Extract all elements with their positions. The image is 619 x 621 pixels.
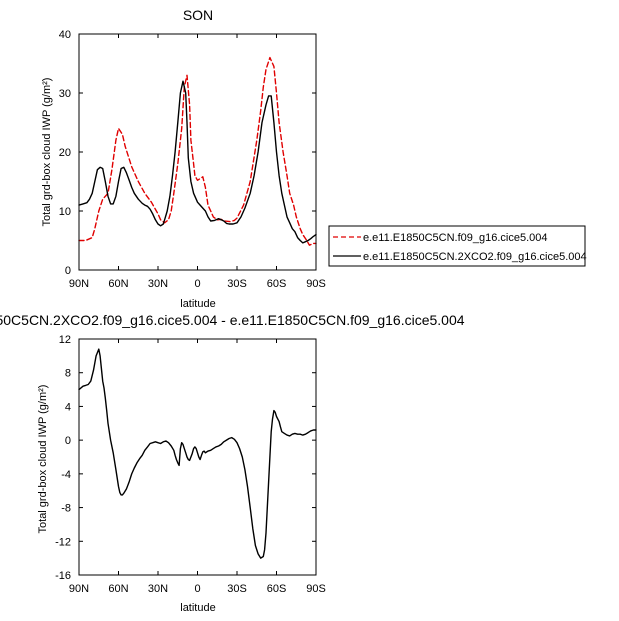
bottom-y-tick-label: 12 (59, 334, 71, 346)
chart-top-series (78, 56, 317, 246)
top-x-tick-label: 30N (148, 278, 168, 290)
chart-bottom-x-axis-label: latitude (180, 602, 215, 614)
top-series-line-0 (78, 56, 317, 246)
bottom-y-tick-label: -16 (55, 570, 71, 582)
bottom-y-tick-label: -8 (61, 503, 71, 515)
bottom-series-line-0 (78, 348, 317, 559)
top-x-tick-label: 30S (227, 278, 247, 290)
bottom-x-tick-label: 30S (227, 583, 247, 595)
chart-bottom-series (78, 348, 317, 559)
bottom-y-tick-label: -4 (61, 469, 71, 481)
chart-top-y-axis-label: Total grd-box cloud IWP (g/m²) (41, 78, 53, 227)
bottom-y-tick-label: 8 (65, 368, 71, 380)
top-x-tick-label: 60S (267, 278, 287, 290)
bottom-x-tick-label: 60S (267, 583, 287, 595)
top-series-line-1 (78, 80, 317, 244)
chart-top-title: SON (183, 7, 213, 23)
top-x-tick-label: 0 (194, 278, 200, 290)
chart-top-plot-frame (78, 33, 317, 271)
top-y-tick-label: 40 (59, 29, 71, 41)
bottom-y-tick-label: -12 (55, 536, 71, 548)
chart-bottom-plot-frame (78, 338, 317, 576)
bottom-x-tick-label: 30N (148, 583, 168, 595)
top-y-tick-label: 10 (59, 206, 71, 218)
bottom-y-tick-label: 4 (65, 401, 71, 413)
bottom-x-tick-label: 90S (306, 583, 326, 595)
bottom-x-tick-label: 60N (108, 583, 128, 595)
top-x-tick-label: 90S (306, 278, 326, 290)
chart-bottom: 50C5CN.2XCO2.f09_g16.cice5.004 - e.e11.E… (0, 312, 465, 614)
chart-bottom-y-axis-label: Total grd-box cloud IWP (g/m²) (37, 385, 49, 534)
legend-label-control: e.e11.E1850C5CN.f09_g16.cice5.004 (363, 232, 548, 244)
legend-box (328, 225, 586, 267)
top-y-tick-label: 0 (65, 265, 71, 277)
bottom-y-tick-label: 0 (65, 435, 71, 447)
top-x-tick-label: 90N (69, 278, 89, 290)
bottom-x-tick-label: 0 (194, 583, 200, 595)
chart-bottom-ticks: 90N 60N 30N 0 30S 60S 90S 12 8 4 0 -4 -8 -12 -16 (55, 334, 326, 595)
chart-top-legend: e.e11.E1850C5CN.f09_g16.cice5.004 e.e11.… (328, 225, 587, 267)
top-y-tick-label: 20 (59, 147, 71, 159)
top-y-tick-label: 30 (59, 88, 71, 100)
legend-label-2xco2: e.e11.E1850C5CN.2XCO2.f09_g16.cice5.004 (363, 251, 587, 263)
top-x-tick-label: 60N (108, 278, 128, 290)
chart-top-x-axis-label: latitude (180, 298, 215, 310)
chart-top-ticks: 90N 60N 30N 0 30S 60S 90S 0 10 20 30 40 (59, 29, 326, 290)
chart-bottom-title: 50C5CN.2XCO2.f09_g16.cice5.004 - e.e11.E… (0, 312, 465, 328)
bottom-x-tick-label: 90N (69, 583, 89, 595)
chart-top: SON Total grd-box cloud IWP (g/m²) latit… (41, 7, 326, 310)
